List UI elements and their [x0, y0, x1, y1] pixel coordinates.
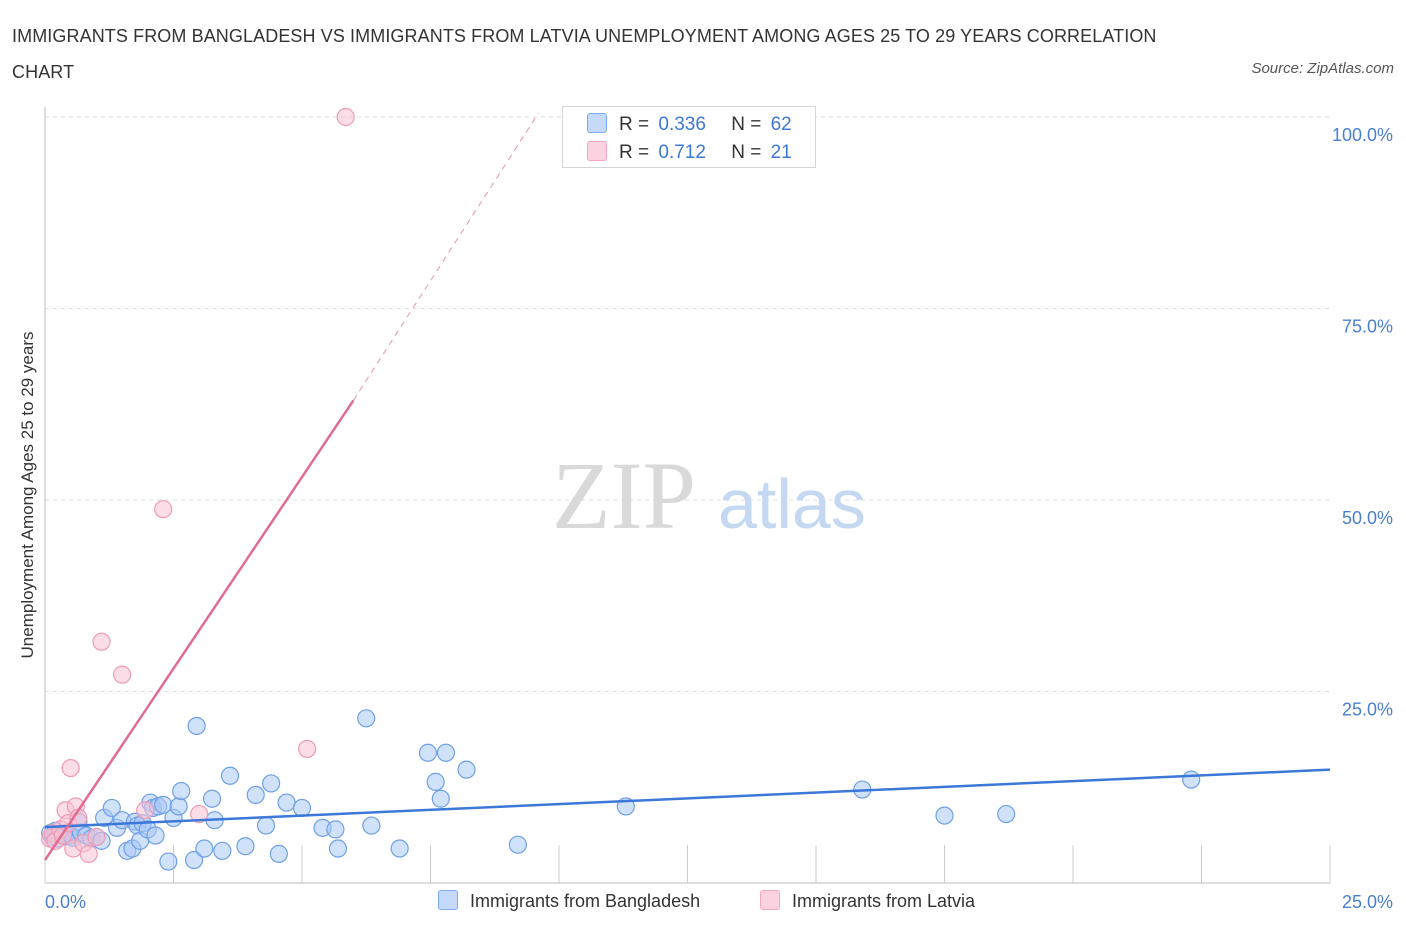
bangladesh-point [426, 772, 445, 791]
bangladesh-point [328, 839, 348, 858]
bangladesh-point [220, 766, 240, 785]
bangladesh-point [159, 852, 178, 871]
bangladesh-point [997, 804, 1016, 824]
y-tick-label: 25.0% [1342, 700, 1393, 720]
watermark-zip: ZIP [552, 442, 696, 549]
bottom-legend-label: Immigrants from Bangladesh [470, 891, 701, 911]
bangladesh-point [187, 716, 206, 736]
latvia-point [298, 739, 317, 759]
bangladesh-point [246, 785, 265, 805]
bangladesh-point [172, 781, 191, 801]
axes [44, 107, 1331, 884]
bangladesh-point [508, 835, 527, 854]
chart-title: IMMIGRANTS FROM BANGLADESH VS IMMIGRANTS… [12, 26, 1157, 82]
bangladesh-point [418, 743, 438, 762]
latvia-trend-line [43, 399, 355, 861]
bangladesh-point [184, 850, 204, 870]
bangladesh-point [935, 806, 954, 825]
bangladesh-point [326, 820, 345, 839]
tick-labels: 25.0% 50.0% 75.0% 100.0% 0.0% 25.0% [45, 125, 1393, 912]
bangladesh-point [269, 844, 288, 863]
stats-legend: R = 0.336 N = 62 R = 0.712 N = 21 [562, 106, 816, 168]
legend-row-latvia: R = 0.712 N = 21 [587, 141, 792, 164]
bangladesh-point [277, 793, 296, 812]
bangladesh-point [457, 760, 476, 779]
legend-swatch-blue [587, 113, 607, 133]
bangladesh-point [390, 839, 409, 858]
bangladesh-point [357, 709, 376, 728]
grid [45, 116, 1330, 692]
latvia-trend-extension [352, 112, 539, 401]
latvia-point [92, 632, 111, 651]
bangladesh-point [169, 797, 188, 816]
bottom-legend-label: Immigrants from Latvia [792, 891, 976, 911]
scatter-points [41, 107, 1201, 871]
latvia-point [87, 827, 106, 847]
legend-swatch-pink [587, 141, 607, 161]
bangladesh-point [436, 743, 456, 762]
latvia-point [154, 500, 173, 519]
bangladesh-point [195, 839, 214, 858]
watermark-atlas: atlas [718, 465, 866, 543]
bangladesh-point [256, 816, 276, 835]
latvia-point [336, 107, 355, 127]
legend-r-label: R = [619, 114, 650, 135]
trend-lines [43, 112, 1331, 861]
x-tick-label-max: 25.0% [1342, 892, 1393, 912]
bangladesh-trend-line [44, 768, 1331, 829]
bangladesh-point [292, 798, 312, 818]
y-tick-label: 75.0% [1342, 317, 1393, 337]
latvia-point [190, 804, 209, 824]
source-label: Source: ZipAtlas.com [1251, 60, 1394, 77]
bangladesh-point [1182, 770, 1201, 789]
legend-n-value: 21 [770, 142, 792, 163]
bangladesh-point [146, 826, 165, 845]
latvia-point [79, 844, 98, 863]
bangladesh-point [362, 816, 381, 835]
bottom-legend-swatch-blue [438, 890, 458, 910]
legend-r-value: 0.336 [658, 114, 706, 135]
legend-row-bangladesh: R = 0.336 N = 62 [587, 113, 792, 136]
legend-r-label: R = [619, 142, 650, 163]
bangladesh-point [213, 841, 232, 860]
legend-n-value: 62 [770, 114, 792, 135]
bangladesh-point [236, 837, 255, 856]
latvia-point [112, 665, 132, 684]
bangladesh-point [202, 789, 222, 808]
bottom-legend-bangladesh: Immigrants from Bangladesh [438, 890, 700, 912]
latvia-point [136, 801, 155, 820]
y-tick-label: 100.0% [1332, 125, 1393, 145]
bangladesh-point [431, 789, 450, 808]
legend-r-value: 0.712 [658, 142, 706, 163]
legend-n-label: N = [731, 142, 762, 163]
latvia-point [61, 758, 80, 778]
bangladesh-point [102, 798, 121, 818]
bangladesh-point [262, 774, 281, 793]
y-tick-label: 50.0% [1342, 508, 1393, 528]
bottom-legend-latvia: Immigrants from Latvia [760, 890, 975, 912]
x-tick-label-min: 0.0% [45, 892, 86, 912]
legend-n-label: N = [731, 114, 762, 135]
bottom-legend-swatch-pink [760, 890, 780, 910]
